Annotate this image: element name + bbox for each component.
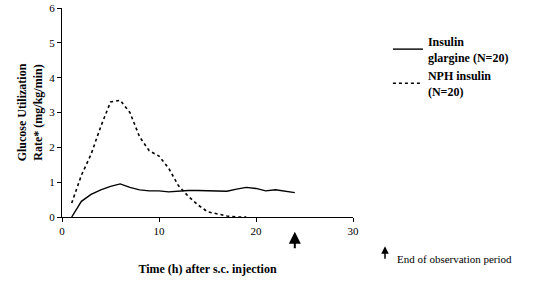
svg-text:10: 10: [154, 225, 166, 237]
svg-text:2: 2: [49, 141, 55, 153]
svg-text:5: 5: [49, 37, 55, 49]
svg-text:Time (h) after s.c. injection: Time (h) after s.c. injection: [138, 262, 277, 276]
svg-text:Insulinglargine (N=20): Insulinglargine (N=20): [428, 35, 509, 65]
svg-text:30: 30: [348, 225, 360, 237]
svg-text:NPH insulin(N=20): NPH insulin(N=20): [428, 69, 491, 99]
svg-text:End of observation period: End of observation period: [397, 253, 512, 265]
svg-text:0: 0: [59, 225, 65, 237]
svg-text:Glucose UtilizationRate* (mg/k: Glucose UtilizationRate* (mg/kg/min): [15, 63, 45, 161]
svg-text:4: 4: [49, 72, 55, 84]
svg-text:20: 20: [251, 225, 263, 237]
svg-text:1: 1: [49, 176, 55, 188]
svg-text:6: 6: [49, 2, 55, 14]
svg-text:3: 3: [49, 106, 55, 118]
svg-text:0: 0: [49, 211, 55, 223]
